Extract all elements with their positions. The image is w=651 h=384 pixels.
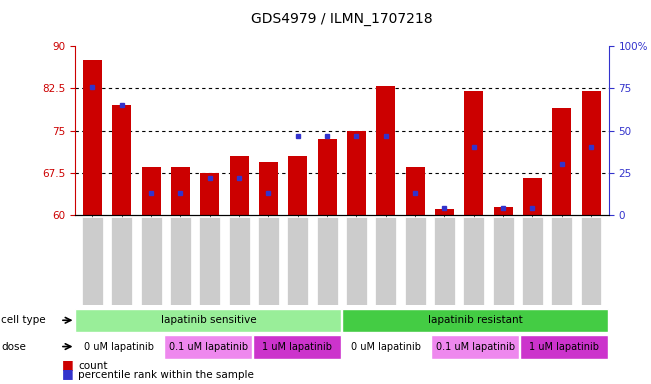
Text: 0.1 uM lapatinib: 0.1 uM lapatinib bbox=[436, 341, 515, 352]
Text: dose: dose bbox=[1, 341, 26, 352]
Bar bbox=[253, 334, 341, 359]
Bar bbox=[581, 91, 601, 215]
Bar bbox=[493, 217, 514, 305]
Bar bbox=[405, 217, 426, 305]
Text: percentile rank within the sample: percentile rank within the sample bbox=[78, 370, 254, 380]
Bar bbox=[165, 334, 252, 359]
Text: ■: ■ bbox=[62, 358, 74, 371]
Bar bbox=[376, 86, 395, 215]
Bar bbox=[258, 217, 279, 305]
Text: count: count bbox=[78, 361, 107, 371]
Text: 0 uM lapatinib: 0 uM lapatinib bbox=[85, 341, 154, 352]
Bar bbox=[523, 179, 542, 215]
Bar bbox=[83, 60, 102, 215]
Bar bbox=[342, 309, 608, 332]
Bar bbox=[141, 217, 161, 305]
Text: lapatinib resistant: lapatinib resistant bbox=[428, 315, 523, 325]
Bar bbox=[259, 162, 278, 215]
Bar bbox=[581, 217, 602, 305]
Bar bbox=[142, 167, 161, 215]
Bar bbox=[464, 91, 483, 215]
Bar bbox=[230, 156, 249, 215]
Text: GDS4979 / ILMN_1707218: GDS4979 / ILMN_1707218 bbox=[251, 12, 432, 25]
Text: lapatinib sensitive: lapatinib sensitive bbox=[161, 315, 256, 325]
Bar bbox=[406, 167, 424, 215]
Bar bbox=[434, 217, 455, 305]
Bar bbox=[347, 131, 366, 215]
Bar bbox=[318, 139, 337, 215]
Bar bbox=[432, 334, 519, 359]
Text: 0.1 uM lapatinib: 0.1 uM lapatinib bbox=[169, 341, 248, 352]
Bar bbox=[76, 309, 341, 332]
Bar bbox=[435, 209, 454, 215]
Bar bbox=[346, 217, 367, 305]
Bar bbox=[520, 334, 608, 359]
Text: ■: ■ bbox=[62, 367, 74, 380]
Bar bbox=[522, 217, 543, 305]
Text: cell type: cell type bbox=[1, 315, 46, 325]
Bar bbox=[199, 217, 220, 305]
Bar bbox=[288, 156, 307, 215]
Bar bbox=[464, 217, 484, 305]
Bar bbox=[171, 167, 190, 215]
Bar bbox=[112, 105, 132, 215]
Bar bbox=[551, 217, 572, 305]
Text: 0 uM lapatinib: 0 uM lapatinib bbox=[352, 341, 421, 352]
Text: 1 uM lapatinib: 1 uM lapatinib bbox=[529, 341, 599, 352]
Bar bbox=[342, 334, 430, 359]
Bar bbox=[111, 217, 132, 305]
Text: 1 uM lapatinib: 1 uM lapatinib bbox=[262, 341, 332, 352]
Bar bbox=[82, 217, 103, 305]
Bar bbox=[376, 217, 396, 305]
Bar bbox=[287, 217, 308, 305]
Bar bbox=[552, 108, 572, 215]
Bar bbox=[229, 217, 249, 305]
Bar bbox=[493, 207, 512, 215]
Bar bbox=[76, 334, 163, 359]
Bar bbox=[201, 173, 219, 215]
Bar bbox=[170, 217, 191, 305]
Bar bbox=[316, 217, 337, 305]
